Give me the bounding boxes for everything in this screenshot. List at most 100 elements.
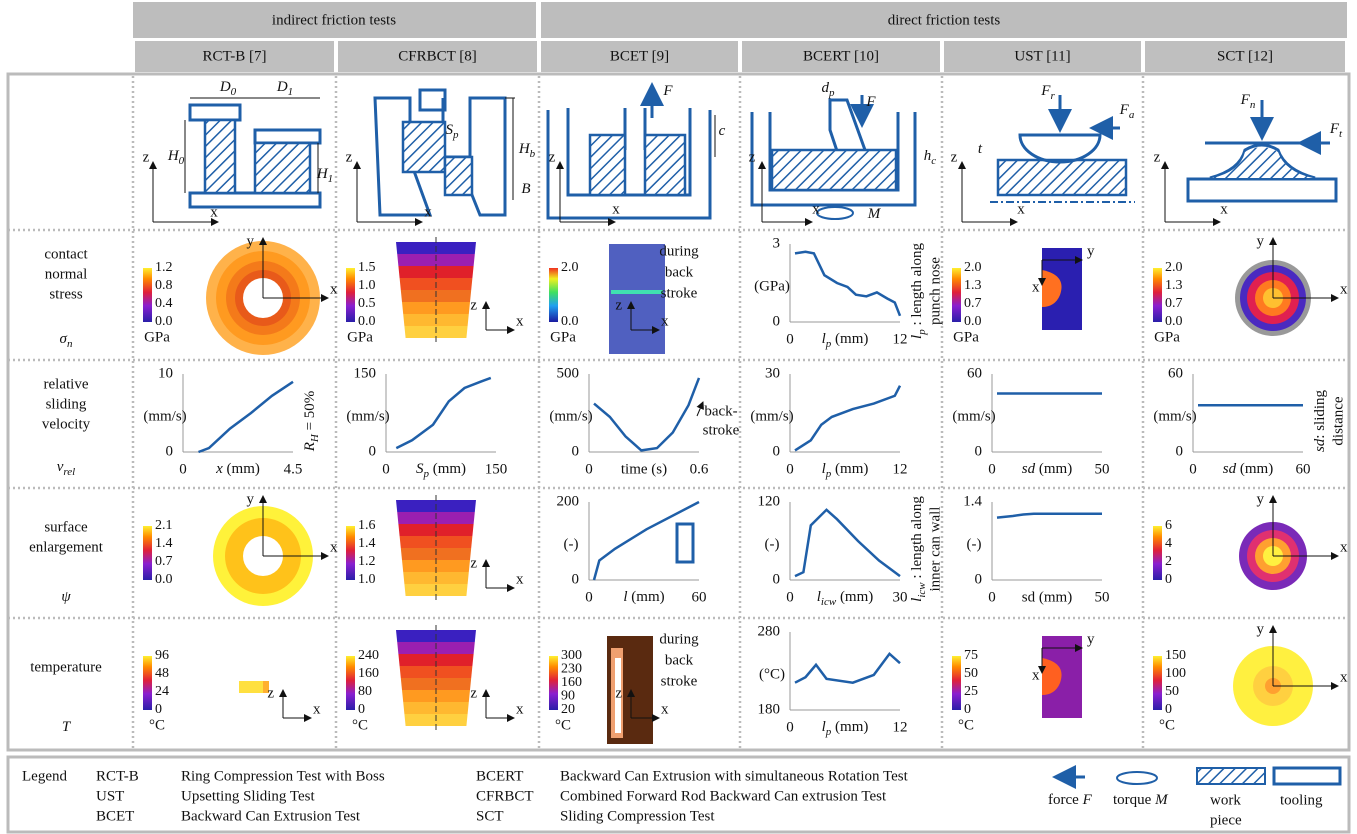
- annotation: during: [659, 243, 699, 259]
- y-tick-label: 0: [572, 571, 580, 587]
- row-symbol: σn: [60, 331, 73, 349]
- legend-abbr: RCT-B: [96, 768, 139, 784]
- axis-label: x: [1032, 279, 1040, 295]
- x-tick-label: 12: [893, 461, 908, 477]
- colorbar: [143, 526, 152, 580]
- colorbar-unit: GPa: [347, 329, 373, 345]
- x-axis-label: licw (mm): [817, 589, 874, 607]
- x-tick-label: 0: [988, 589, 996, 605]
- row-label: surface: [44, 519, 88, 535]
- text-part: a: [1129, 109, 1135, 121]
- row-label: sliding: [46, 396, 87, 412]
- axis-label: x: [330, 539, 338, 555]
- colorbar-tick: 25: [964, 684, 978, 699]
- x-tick-label: 0.6: [690, 461, 709, 477]
- colorbar-tick: 6: [1165, 518, 1172, 533]
- text-part: force: [1048, 792, 1083, 808]
- contour-band: [633, 636, 653, 744]
- colorbar-tick: 0: [964, 702, 971, 717]
- y-axis-label: (mm/s): [750, 408, 793, 424]
- axis-label: x: [1340, 281, 1348, 297]
- text-part: c: [931, 155, 936, 167]
- text-part: r: [1050, 90, 1055, 102]
- test-name: CFRBCT [8]: [398, 48, 477, 64]
- schematic-label: Sp: [446, 122, 460, 140]
- x-axis-label: l (mm): [623, 589, 664, 605]
- schematic-label: z: [749, 149, 756, 165]
- colorbar-tick: 0.7: [964, 296, 982, 311]
- legend-label: torque M: [1113, 792, 1169, 808]
- workpiece: [403, 122, 445, 172]
- colorbar-tick: 0: [1165, 572, 1172, 587]
- axis-label: x: [516, 313, 524, 329]
- colorbar-tick: 4: [1165, 536, 1172, 551]
- colorbar-tick: 0.0: [155, 314, 173, 329]
- text-part: (mm): [831, 719, 868, 735]
- text-part: (mm): [628, 589, 665, 605]
- colorbar-tick: 0.7: [155, 554, 173, 569]
- y-tick-label: 30: [765, 365, 780, 381]
- schematic-label: x: [1220, 201, 1228, 217]
- legend-abbr: UST: [96, 788, 124, 804]
- y-axis-label: (mm/s): [346, 408, 389, 424]
- y-tick-label: 120: [758, 493, 781, 509]
- colorbar: [346, 656, 355, 710]
- x-axis-label: Sp (mm): [416, 461, 466, 479]
- text-part: : length along: [909, 496, 925, 583]
- colorbar: [549, 268, 558, 322]
- y-tick-label: 0: [1176, 443, 1184, 459]
- colorbar-unit: °C: [555, 717, 571, 733]
- annotation: during: [659, 631, 699, 647]
- x-axis-label: lp (mm): [822, 719, 869, 737]
- axis-label: x: [1340, 539, 1348, 555]
- legend-title: Legend: [22, 768, 67, 784]
- y-tick-label: 0: [773, 571, 781, 587]
- y-axis-label: (-): [564, 536, 579, 552]
- y-tick-label: 200: [557, 493, 580, 509]
- axis-label: y: [1087, 631, 1095, 647]
- text-part: (mm): [831, 461, 868, 477]
- test-name: SCT [12]: [1217, 48, 1273, 64]
- contour-band: [239, 681, 267, 693]
- text-part: (mm): [1035, 461, 1072, 477]
- text-part: M: [1154, 792, 1169, 808]
- colorbar: [346, 268, 355, 322]
- schematic-label: H1: [316, 166, 333, 184]
- y-axis-label: (mm/s): [549, 408, 592, 424]
- colorbar-unit: °C: [352, 717, 368, 733]
- legend-desc: Combined Forward Rod Backward Can extrus…: [560, 788, 887, 804]
- x-axis-label: sd (mm): [1022, 461, 1072, 477]
- workpiece: [645, 135, 685, 195]
- colorbar: [1153, 526, 1162, 580]
- schematic-label: D0: [219, 79, 237, 97]
- x-axis-label: x (mm): [215, 461, 260, 477]
- y-tick-label: 60: [1168, 365, 1183, 381]
- side-note-text: distance: [1330, 396, 1346, 445]
- colorbar-tick: 240: [358, 648, 379, 663]
- legend-abbr: BCET: [96, 808, 134, 824]
- x-tick-label: 0: [786, 719, 794, 735]
- y-tick-label: 500: [557, 365, 580, 381]
- schematic-label: hc: [924, 148, 937, 166]
- text-part: n: [1250, 99, 1256, 111]
- colorbar-tick: 24: [155, 684, 169, 699]
- axis-label: x: [1032, 667, 1040, 683]
- x-tick-label: 4.5: [284, 461, 303, 477]
- text-part: sd: [1223, 461, 1237, 477]
- colorbar-tick: 0.7: [1165, 296, 1183, 311]
- colorbar: [143, 268, 152, 322]
- curve: [795, 252, 900, 316]
- y-tick-label: 1.4: [963, 493, 982, 509]
- colorbar-tick: 1.2: [155, 260, 173, 275]
- annotation: stroke: [703, 422, 740, 438]
- schematic-label: x: [1017, 201, 1025, 217]
- legend-abbr: BCERT: [476, 768, 523, 784]
- y-tick-label: 280: [758, 623, 781, 639]
- colorbar-tick: 0: [358, 702, 365, 717]
- x-tick-label: 60: [1296, 461, 1311, 477]
- axis-label: x: [516, 701, 524, 717]
- colorbar: [952, 268, 961, 322]
- colorbar-tick: 80: [358, 684, 372, 699]
- schematic-label: z: [143, 149, 150, 165]
